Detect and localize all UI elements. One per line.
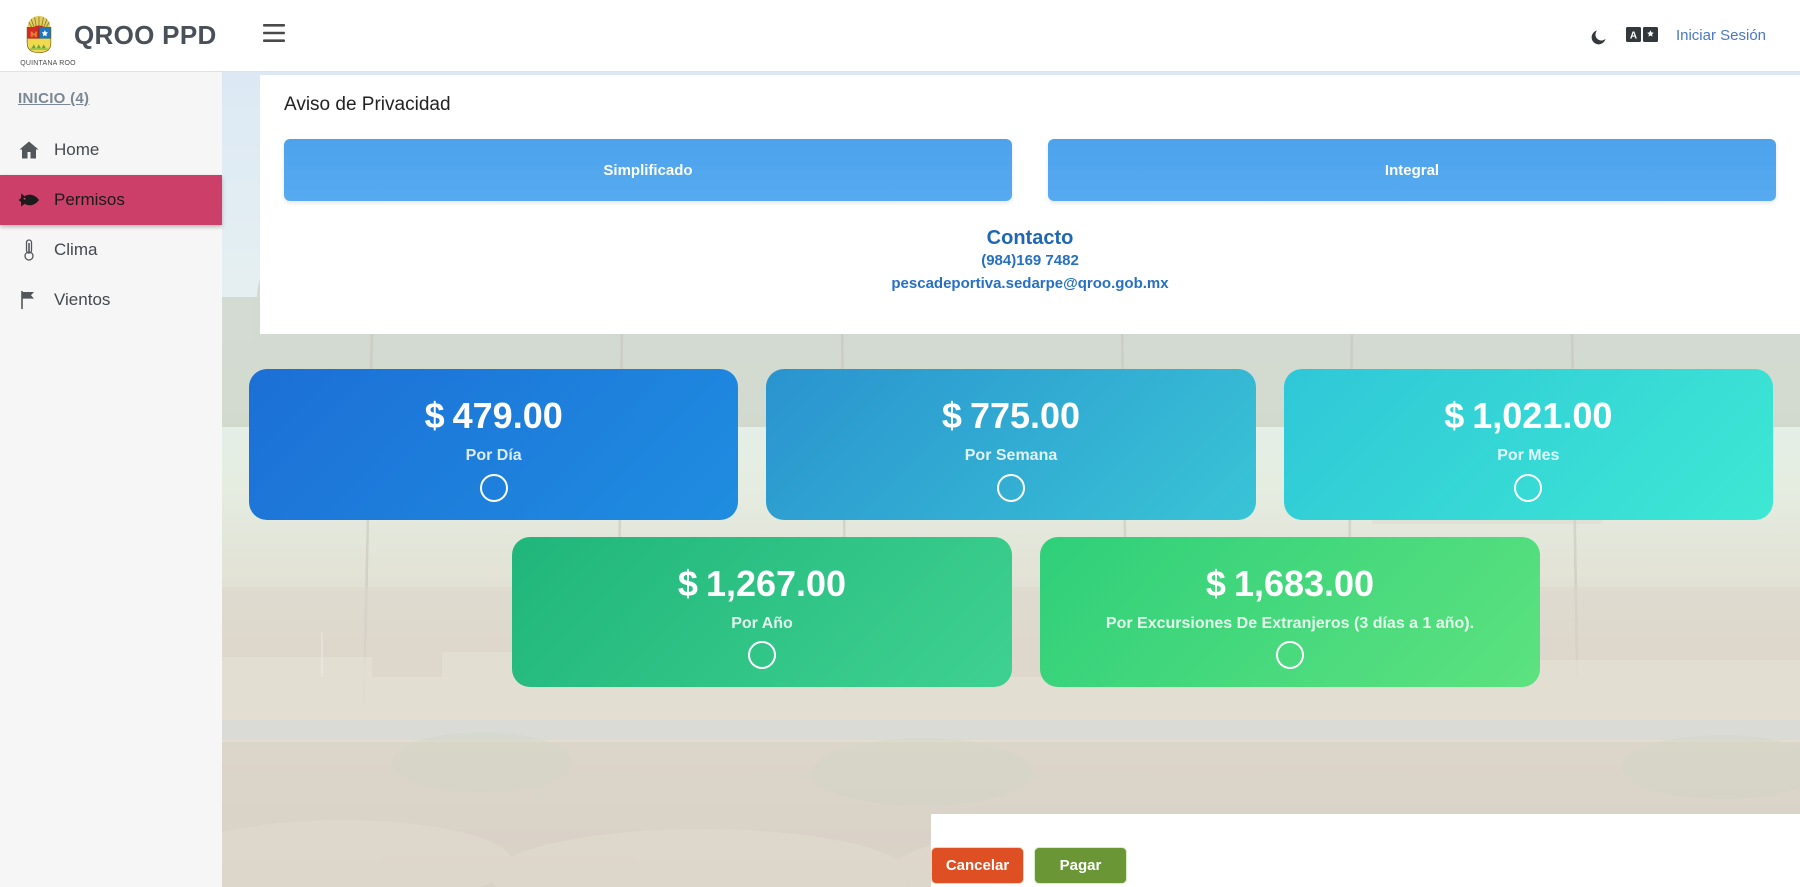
svg-text:A: A (1630, 30, 1637, 41)
